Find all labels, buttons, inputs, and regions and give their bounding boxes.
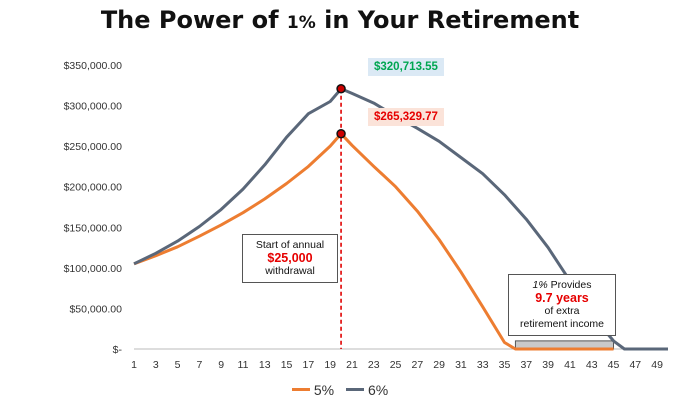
extra-line3: of extra	[544, 305, 580, 317]
peak-markers	[336, 84, 346, 139]
legend-swatch-5-percent	[291, 388, 310, 391]
legend-item-5-percent: 5%	[291, 381, 335, 398]
x-tick-label: 23	[368, 359, 380, 371]
x-tick-label: 29	[433, 359, 445, 371]
chart-title: The Power of 1% in Your Retirement	[0, 6, 680, 34]
x-tick-label: 45	[608, 359, 620, 371]
x-tick-label: 17	[303, 359, 315, 371]
x-tick-label: 11	[238, 359, 249, 371]
withdrawal-line3: withdrawal	[265, 265, 315, 277]
withdrawal-annotation: Start of annual $25,000 withdrawal	[242, 234, 338, 283]
x-tick-label: 5	[175, 359, 181, 371]
x-tick-label: 13	[259, 359, 271, 371]
x-tick-label: 39	[542, 359, 554, 371]
peak-marker-6-percent	[336, 84, 346, 94]
x-tick-label: 15	[281, 359, 293, 371]
y-tick-label: $-	[113, 344, 123, 356]
legend-label-6-percent: 6%	[367, 381, 389, 398]
x-tick-label: 49	[651, 359, 663, 371]
x-tick-label: 47	[629, 359, 641, 371]
x-tick-label: 25	[390, 359, 402, 371]
legend-item-6-percent: 6%	[345, 381, 389, 398]
x-tick-label: 33	[477, 359, 489, 371]
y-axis: $- $50,000.00 $100,000.00 $150,000.00 $200,0…	[64, 60, 668, 356]
x-tick-label: 7	[196, 359, 202, 371]
legend-swatch-6-percent	[345, 388, 364, 391]
extra-years-annotation: 1% Provides 9.7 years of extra retiremen…	[508, 274, 616, 336]
legend-label-5-percent: 5%	[313, 381, 335, 398]
y-tick-label: $250,000.00	[64, 141, 123, 153]
x-tick-label: 41	[564, 359, 576, 371]
title-percent: 1%	[286, 13, 316, 33]
withdrawal-line1: Start of annual	[255, 239, 325, 251]
extra-line1: 1% Provides	[509, 279, 615, 292]
x-tick-label: 37	[520, 359, 532, 371]
y-tick-label: $350,000.00	[64, 60, 123, 72]
peak-label-6-percent: $320,713.55	[368, 58, 444, 76]
title-main: The Power of	[100, 6, 287, 34]
x-tick-label: 9	[218, 359, 224, 371]
x-tick-label: 27	[412, 359, 424, 371]
extra-years: 9.7 years	[535, 291, 589, 305]
y-tick-label: $200,000.00	[64, 182, 123, 194]
x-tick-label: 43	[586, 359, 598, 371]
y-tick-label: $100,000.00	[64, 263, 123, 275]
withdrawal-amount: $25,000	[267, 251, 313, 265]
peak-label-5-percent: $265,329.77	[368, 108, 444, 126]
extra-line1-percent: 1%	[532, 279, 548, 291]
x-tick-label: 1	[131, 359, 137, 371]
x-tick-label: 19	[324, 359, 336, 371]
x-tick-label: 31	[455, 359, 467, 371]
extra-line1-provides: Provides	[547, 279, 592, 291]
x-axis: 1 3 5 7 9 11 13 15 17 19 21 23 25 27 29 31 33 35 37 39 41 43 4…	[131, 359, 663, 371]
x-tick-label: 21	[346, 359, 358, 371]
x-tick-label: 35	[499, 359, 511, 371]
legend: 5% 6%	[0, 378, 680, 398]
x-tick-label: 3	[153, 359, 159, 371]
peak-marker-5-percent	[336, 128, 346, 139]
y-tick-label: $300,000.00	[64, 101, 123, 113]
extra-line4: retirement income	[519, 318, 605, 330]
y-tick-label: $50,000.00	[69, 303, 122, 315]
y-tick-label: $150,000.00	[64, 222, 123, 234]
title-rest: in Your Retirement	[315, 6, 580, 34]
